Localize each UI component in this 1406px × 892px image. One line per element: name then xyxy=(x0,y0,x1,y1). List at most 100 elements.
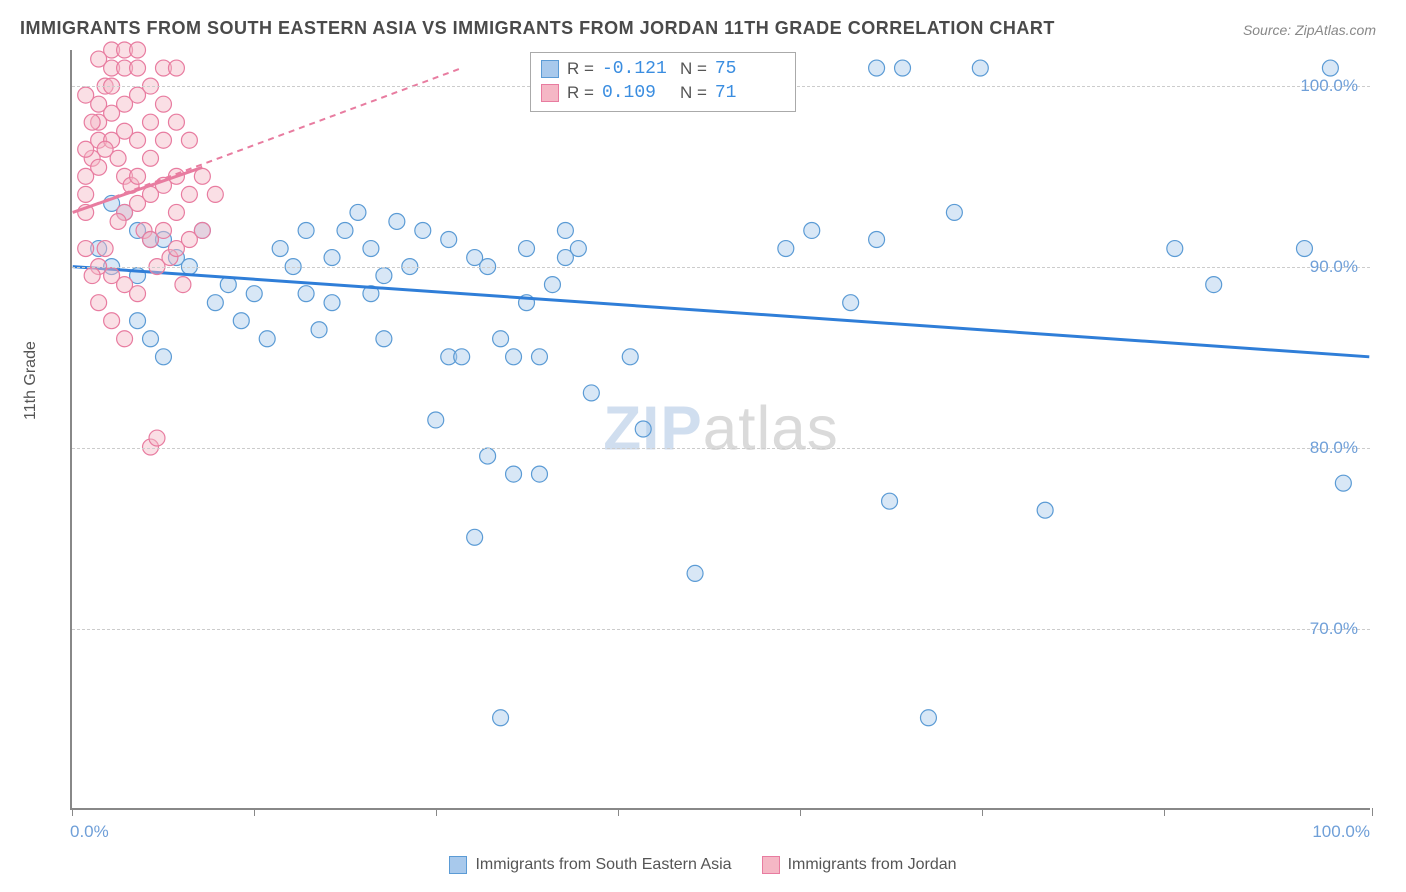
data-point xyxy=(246,286,262,302)
data-point xyxy=(519,241,535,257)
data-point xyxy=(130,168,146,184)
data-point xyxy=(506,466,522,482)
data-point xyxy=(298,222,314,238)
swatch-series-1-icon xyxy=(541,60,559,78)
data-point xyxy=(91,295,107,311)
gridline-h xyxy=(72,448,1370,449)
x-tick xyxy=(1372,808,1373,816)
data-point xyxy=(804,222,820,238)
data-point xyxy=(194,222,210,238)
data-point xyxy=(78,241,94,257)
data-point xyxy=(143,331,159,347)
y-tick-label: 90.0% xyxy=(1310,257,1358,277)
data-point xyxy=(130,286,146,302)
data-point xyxy=(895,60,911,76)
data-point xyxy=(78,186,94,202)
data-point xyxy=(1335,475,1351,491)
legend-swatch-1-icon xyxy=(449,856,467,874)
data-point xyxy=(91,159,107,175)
x-tick xyxy=(1164,808,1165,816)
data-point xyxy=(155,349,171,365)
x-tick xyxy=(72,808,73,816)
data-point xyxy=(168,60,184,76)
correlation-row-2: R = 0.109 N = 71 xyxy=(541,81,785,105)
data-point xyxy=(168,114,184,130)
data-point xyxy=(350,204,366,220)
n-label: N = xyxy=(680,83,707,103)
data-point xyxy=(415,222,431,238)
chart-title: IMMIGRANTS FROM SOUTH EASTERN ASIA VS IM… xyxy=(20,18,1055,39)
data-point xyxy=(972,60,988,76)
data-point xyxy=(869,232,885,248)
data-point xyxy=(324,250,340,266)
data-point xyxy=(143,150,159,166)
data-point xyxy=(778,241,794,257)
data-point xyxy=(175,277,191,293)
data-point xyxy=(544,277,560,293)
data-point xyxy=(207,295,223,311)
data-point xyxy=(149,430,165,446)
correlation-row-1: R = -0.121 N = 75 xyxy=(541,57,785,81)
gridline-h xyxy=(72,267,1370,268)
correlation-legend-box: R = -0.121 N = 75 R = 0.109 N = 71 xyxy=(530,52,796,112)
data-point xyxy=(324,295,340,311)
data-point xyxy=(272,241,288,257)
data-point xyxy=(168,204,184,220)
gridline-h xyxy=(72,629,1370,630)
r-label: R = xyxy=(567,59,594,79)
data-point xyxy=(687,565,703,581)
n-value-1: 75 xyxy=(715,59,785,79)
data-point xyxy=(78,141,94,157)
data-point xyxy=(181,132,197,148)
data-point xyxy=(493,331,509,347)
data-point xyxy=(946,204,962,220)
x-tick xyxy=(618,808,619,816)
data-point xyxy=(130,42,146,58)
data-point xyxy=(130,132,146,148)
x-tick xyxy=(436,808,437,816)
data-point xyxy=(441,232,457,248)
data-point xyxy=(1167,241,1183,257)
data-point xyxy=(467,529,483,545)
data-point xyxy=(78,87,94,103)
plot-svg xyxy=(72,50,1370,808)
data-point xyxy=(506,349,522,365)
n-label: N = xyxy=(680,59,707,79)
data-point xyxy=(130,60,146,76)
data-point xyxy=(233,313,249,329)
data-point xyxy=(298,286,314,302)
legend-item-1: Immigrants from South Eastern Asia xyxy=(449,856,731,874)
legend-item-2: Immigrants from Jordan xyxy=(762,856,957,874)
y-tick-label: 70.0% xyxy=(1310,619,1358,639)
legend-label-1: Immigrants from South Eastern Asia xyxy=(475,856,731,874)
data-point xyxy=(557,222,573,238)
data-point xyxy=(311,322,327,338)
x-tick xyxy=(800,808,801,816)
data-point xyxy=(91,51,107,67)
data-point xyxy=(454,349,470,365)
data-point xyxy=(843,295,859,311)
data-point xyxy=(337,222,353,238)
data-point xyxy=(143,114,159,130)
data-point xyxy=(570,241,586,257)
data-point xyxy=(428,412,444,428)
source-attribution: Source: ZipAtlas.com xyxy=(1243,22,1376,38)
data-point xyxy=(207,186,223,202)
data-point xyxy=(97,141,113,157)
data-point xyxy=(84,114,100,130)
data-point xyxy=(1206,277,1222,293)
data-point xyxy=(882,493,898,509)
x-tick-label-right: 100.0% xyxy=(1312,822,1370,842)
x-tick xyxy=(254,808,255,816)
legend-swatch-2-icon xyxy=(762,856,780,874)
data-point xyxy=(181,186,197,202)
data-point xyxy=(155,96,171,112)
data-point xyxy=(532,349,548,365)
legend-label-2: Immigrants from Jordan xyxy=(788,856,957,874)
data-point xyxy=(84,268,100,284)
data-point xyxy=(363,241,379,257)
data-point xyxy=(130,313,146,329)
data-point xyxy=(155,132,171,148)
y-tick-label: 100.0% xyxy=(1300,76,1358,96)
x-tick xyxy=(982,808,983,816)
